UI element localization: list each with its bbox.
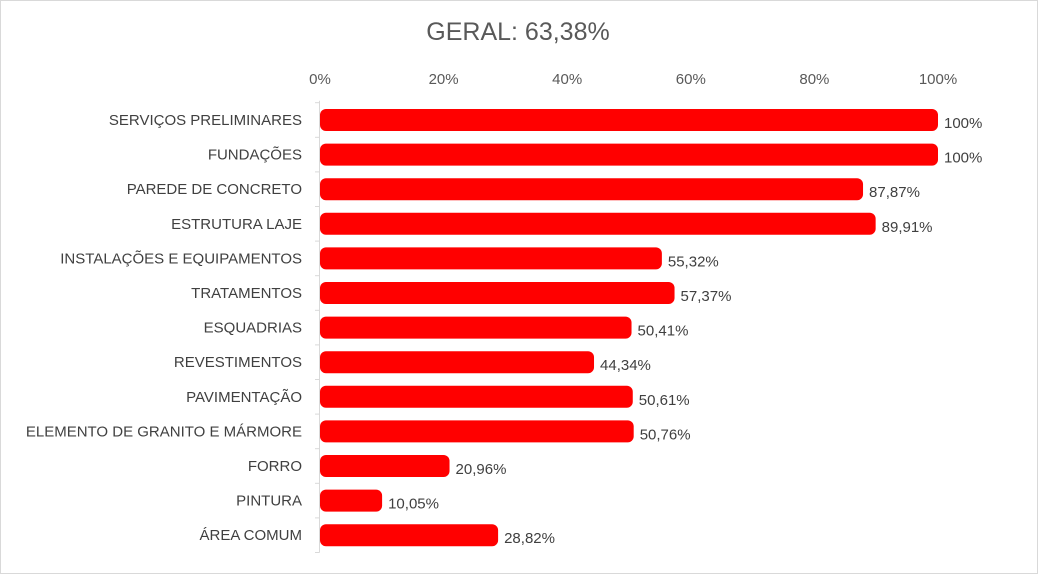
data-label: 10,05% bbox=[388, 496, 439, 513]
x-tick-label: 60% bbox=[676, 71, 706, 88]
x-tick-label: 80% bbox=[799, 71, 829, 88]
category-label: ESTRUTURA LAJE bbox=[171, 216, 302, 233]
x-tick-label: 20% bbox=[429, 71, 459, 88]
data-label: 89,91% bbox=[882, 219, 933, 236]
bar bbox=[320, 178, 864, 201]
data-label: 50,41% bbox=[638, 323, 689, 340]
bar bbox=[320, 385, 633, 408]
category-label: TRATAMENTOS bbox=[191, 285, 302, 302]
bar bbox=[320, 524, 499, 547]
category-label: FORRO bbox=[248, 458, 302, 475]
data-label: 55,32% bbox=[668, 253, 719, 270]
bar bbox=[320, 247, 662, 270]
category-label: PAREDE DE CONCRETO bbox=[127, 181, 302, 198]
bar bbox=[320, 351, 595, 374]
category-label: INSTALAÇÕES E EQUIPAMENTOS bbox=[60, 250, 302, 267]
bar bbox=[320, 455, 450, 477]
data-label: 100% bbox=[944, 150, 982, 167]
data-label: 100% bbox=[944, 115, 982, 132]
x-tick-label: 0% bbox=[309, 71, 331, 88]
bar bbox=[320, 282, 675, 304]
x-tick-label: 100% bbox=[919, 71, 957, 88]
bar bbox=[320, 420, 634, 443]
category-label: ESQUADRIAS bbox=[204, 320, 302, 337]
bar bbox=[320, 109, 938, 131]
data-label: 50,76% bbox=[640, 426, 691, 443]
category-label: REVESTIMENTOS bbox=[174, 354, 302, 371]
bar bbox=[320, 316, 632, 339]
data-label: 28,82% bbox=[504, 530, 555, 547]
data-label: 44,34% bbox=[600, 357, 651, 374]
data-label: 20,96% bbox=[456, 461, 507, 478]
data-label: 87,87% bbox=[869, 184, 920, 201]
category-label: PINTURA bbox=[236, 493, 302, 510]
category-label: ELEMENTO DE GRANITO E MÁRMORE bbox=[26, 423, 302, 440]
chart-title: GERAL: 63,38% bbox=[426, 18, 610, 46]
bar bbox=[320, 143, 938, 166]
bar bbox=[320, 489, 383, 512]
bar bbox=[320, 212, 876, 235]
data-label: 50,61% bbox=[639, 392, 690, 409]
data-label: 57,37% bbox=[681, 288, 732, 305]
category-label: ÁREA COMUM bbox=[199, 527, 302, 544]
category-label: PAVIMENTAÇÃO bbox=[186, 389, 302, 406]
x-tick-label: 40% bbox=[552, 71, 582, 88]
category-label: FUNDAÇÕES bbox=[208, 147, 302, 164]
category-label: SERVIÇOS PRELIMINARES bbox=[109, 112, 302, 129]
